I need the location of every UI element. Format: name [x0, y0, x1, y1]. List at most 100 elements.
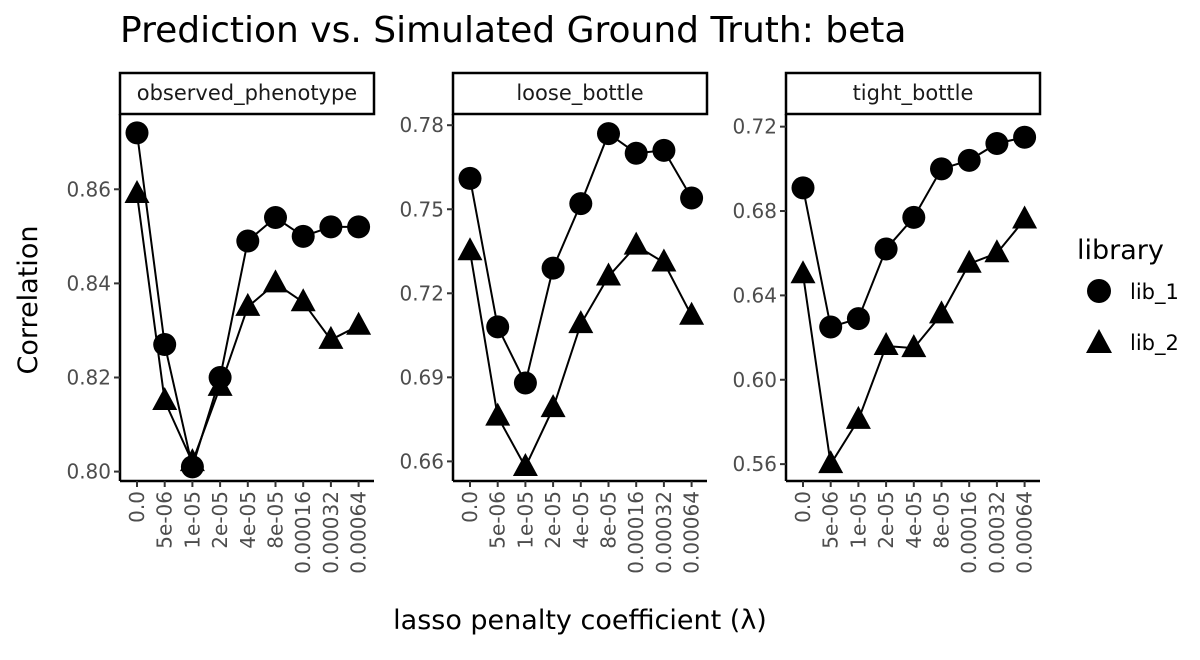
y-tick-label: 0.60 [732, 368, 777, 392]
data-point-lib-1 [236, 229, 260, 253]
data-point-lib-1 [1013, 125, 1037, 149]
x-tick-label: 0.00032 [652, 491, 676, 574]
data-point-lib-1 [513, 371, 537, 395]
data-point-lib-2 [179, 448, 205, 472]
data-point-lib-2 [124, 179, 150, 203]
x-tick-label: 0.00016 [624, 491, 648, 574]
data-point-lib-2 [623, 231, 649, 255]
x-tick-label: 0.0 [125, 491, 149, 523]
data-point-lib-2 [512, 452, 538, 476]
x-tick-label: 5e-06 [486, 491, 510, 549]
data-point-lib-1 [125, 121, 149, 145]
data-point-lib-1 [486, 315, 510, 339]
legend-label-lib-1: lib_1 [1130, 280, 1179, 305]
data-point-lib-1 [680, 186, 704, 210]
facet-strip [118, 71, 376, 116]
x-tick-label: 2e-05 [874, 491, 898, 549]
data-point-lib-1 [569, 192, 593, 216]
x-tick-label: 0.00032 [319, 491, 343, 574]
data-point-lib-2 [790, 260, 816, 284]
data-point-lib-1 [153, 333, 177, 357]
y-tick-label: 0.80 [66, 460, 111, 484]
y-tick-label: 0.72 [732, 115, 777, 139]
series-line-lib-2 [469, 244, 693, 470]
data-point-lib-1 [319, 215, 343, 239]
data-point-lib-2 [984, 239, 1010, 263]
data-point-lib-2 [346, 311, 372, 335]
data-point-lib-2 [152, 387, 178, 411]
y-tick-label: 0.68 [732, 199, 777, 223]
panel-tight-bottle: tight_bottle 0.56 0.60 0.64 0.68 0.72 0.0 5e-06… [732, 71, 1042, 574]
data-point-lib-2 [207, 372, 233, 396]
x-tick-label: 0.0 [458, 491, 482, 523]
data-point-lib-1 [652, 138, 676, 162]
data-point-lib-1 [791, 176, 815, 200]
data-point-lib-1 [541, 256, 565, 280]
x-tick-label: 4e-05 [569, 491, 593, 549]
x-tick-label: 1e-05 [180, 491, 204, 549]
x-tick-label: 0.00032 [985, 491, 1009, 574]
data-point-lib-1 [597, 122, 620, 146]
data-point-lib-2 [651, 248, 677, 272]
data-point-lib-1 [930, 157, 953, 181]
legend-circle-marker [1087, 279, 1111, 303]
facet-strip-label: observed_phenotype [137, 81, 357, 106]
x-tick-label: 0.00064 [1013, 491, 1037, 574]
y-tick-label: 0.75 [399, 197, 444, 221]
y-tick-label: 0.69 [399, 365, 444, 389]
x-tick-label: 0.00016 [957, 491, 981, 574]
facet-strip-label: tight_bottle [853, 81, 974, 106]
data-point-lib-1 [846, 307, 870, 331]
legend: library lib_1 lib_2 [1077, 235, 1179, 356]
data-point-lib-2 [568, 310, 594, 334]
data-point-lib-2 [818, 450, 844, 474]
data-point-lib-2 [318, 325, 344, 349]
facet-strip-label: loose_bottle [516, 81, 643, 106]
data-point-lib-2 [235, 292, 261, 316]
series-line-lib-1 [802, 136, 1025, 329]
data-point-lib-2 [263, 269, 288, 293]
data-point-lib-1 [624, 141, 648, 165]
data-point-lib-2 [457, 237, 483, 261]
y-tick-label: 0.66 [399, 449, 444, 473]
x-tick-label: 5e-06 [819, 491, 843, 549]
data-point-lib-1 [902, 205, 926, 229]
panel-loose-bottle: loose_bottle 0.66 0.69 0.72 0.75 0.78 0.0 5e-06… [399, 71, 709, 574]
legend-title: library [1077, 235, 1164, 266]
facet-strip [784, 71, 1042, 116]
legend-triangle-marker [1086, 329, 1112, 353]
data-point-lib-2 [679, 301, 705, 325]
data-point-lib-2 [485, 402, 511, 426]
data-point-lib-1 [458, 166, 482, 190]
x-tick-label: 8e-05 [930, 491, 954, 549]
data-point-lib-1 [264, 206, 287, 230]
y-axis-title: Correlation [13, 226, 44, 375]
y-tick-label: 0.56 [732, 452, 777, 476]
data-point-lib-2 [540, 394, 566, 418]
y-tick-label: 0.78 [399, 113, 444, 137]
y-tick-label: 0.82 [66, 365, 111, 389]
data-point-lib-1 [957, 148, 981, 172]
x-tick-label: 8e-05 [597, 491, 621, 549]
y-tick-label: 0.84 [66, 271, 111, 295]
x-axis-title: lasso penalty coefficient (λ) [393, 605, 767, 636]
x-tick-label: 4e-05 [236, 491, 260, 549]
x-tick-label: 0.00016 [291, 491, 315, 574]
data-point-lib-2 [596, 262, 621, 286]
panel-observed-phenotype: observed_phenotype 0.80 0.82 0.84 0.86 0.0 5e-… [66, 71, 376, 574]
data-point-lib-2 [290, 288, 316, 312]
x-tick-label: 0.0 [791, 491, 815, 523]
x-tick-label: 0.00064 [680, 491, 704, 574]
data-point-lib-1 [874, 237, 898, 261]
data-point-lib-2 [929, 300, 954, 324]
facet-strip [451, 71, 709, 116]
data-point-lib-2 [873, 332, 899, 356]
data-point-lib-2 [845, 405, 871, 429]
x-tick-label: 1e-05 [846, 491, 870, 549]
data-point-lib-1 [291, 224, 315, 248]
x-tick-label: 0.00064 [347, 491, 371, 574]
legend-label-lib-2: lib_2 [1130, 331, 1179, 356]
y-tick-label: 0.72 [399, 281, 444, 305]
